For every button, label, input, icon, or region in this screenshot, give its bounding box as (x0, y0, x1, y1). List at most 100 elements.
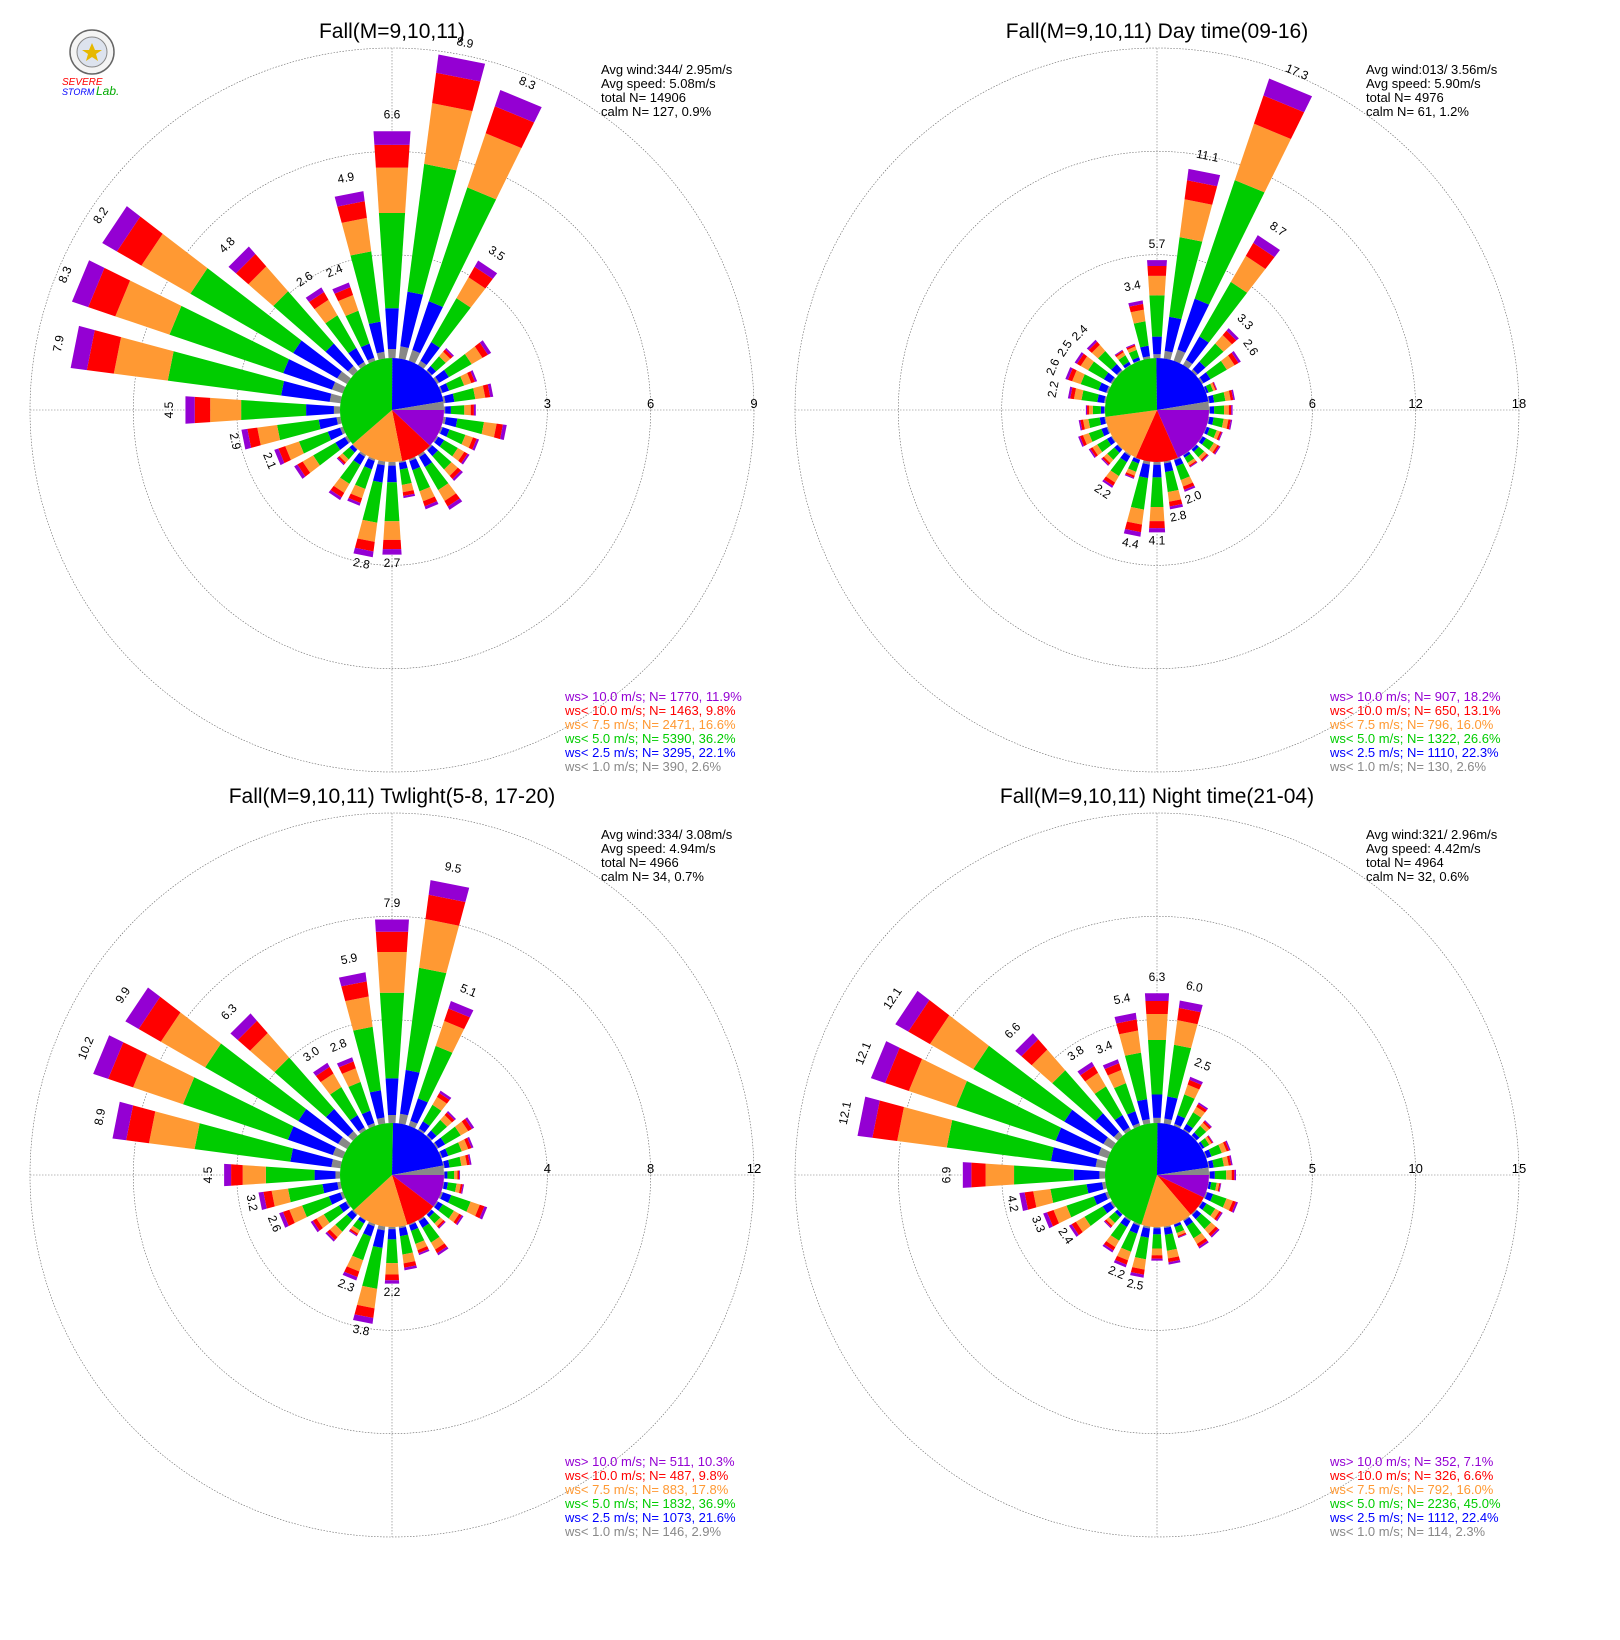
rose-bar-segment (1088, 341, 1100, 353)
bar-value-label: 4.2 (1005, 1194, 1022, 1213)
rose-bar-segment (465, 1117, 475, 1129)
rose-bar-segment (400, 291, 424, 348)
rose-bar-segment (347, 497, 361, 506)
bar-value-label: 3.8 (352, 1322, 371, 1339)
stat-avg-speed: Avg speed: 5.90m/s (1366, 76, 1481, 91)
rose-bar-segment (1166, 1248, 1179, 1259)
rose-bar-segment (353, 547, 374, 558)
rose-bar-segment (372, 1229, 385, 1248)
rose-bar-segment (1198, 436, 1207, 445)
rose-bar-segment (1226, 328, 1239, 341)
rose-bar-segment (436, 1093, 450, 1104)
legend-entry: ws< 5.0 m/s; N= 2236, 45.0% (1329, 1496, 1501, 1511)
rose-bar-segment (1090, 447, 1098, 458)
pie-slice (392, 401, 444, 410)
rose-bar-segment (1204, 385, 1209, 394)
rose-bar-segment (1068, 1224, 1079, 1237)
rose-bar-segment (340, 1191, 346, 1200)
rose-bar-segment (1202, 1121, 1211, 1130)
rose-bar-segment (125, 987, 161, 1030)
rose-bar-segment (1129, 1223, 1140, 1234)
logo-line3: Lab. (96, 84, 119, 98)
rose-bar-segment (438, 1221, 446, 1229)
rose-bar-segment (1052, 1070, 1103, 1121)
rose-bar-segment (1163, 1225, 1171, 1229)
rose-bar-segment (1126, 468, 1137, 476)
rose-bar-segment (448, 1210, 460, 1223)
ring-tick-label: 15 (1512, 1161, 1526, 1176)
rose-bar-segment (402, 1252, 416, 1264)
bar-value-label: 4.5 (162, 401, 176, 418)
rose-bar-segment (1173, 456, 1181, 461)
rose-bar-segment (1210, 1208, 1220, 1219)
bar-value-label: 2.8 (352, 555, 371, 572)
rose-bar-segment (1103, 1241, 1116, 1251)
pie-slice (1105, 410, 1157, 458)
rose-bar-segment (439, 1090, 452, 1100)
rose-bar-segment (282, 1209, 295, 1227)
rose-bar-segment (435, 369, 449, 383)
rose-bar-segment (342, 447, 355, 460)
rose-bar-segment (258, 1191, 267, 1210)
rose-bar-segment (1165, 470, 1179, 493)
bar-value-label: 12.1 (836, 1100, 854, 1126)
rose-bar-segment (1071, 1221, 1083, 1236)
rose-bar-segment (1192, 361, 1206, 375)
pie-slice (1135, 410, 1178, 462)
rose-bar-segment (1151, 1248, 1163, 1256)
rose-bar-segment (1168, 499, 1183, 507)
rose-bar-segment (1196, 1238, 1208, 1247)
rose-bar-segment (337, 456, 346, 465)
rose-bar-segment (1218, 1183, 1222, 1192)
legend-entry: ws< 1.0 m/s; N= 130, 2.6% (1329, 759, 1487, 774)
rose-bar-segment (1212, 392, 1226, 403)
rose-bar-segment (410, 1098, 428, 1124)
rose-bar-segment (1102, 1244, 1114, 1253)
rose-bar-segment (448, 1195, 471, 1212)
rose-bar-segment (1152, 1234, 1162, 1249)
rose-bar-segment (1073, 388, 1084, 401)
pie-slice (1156, 358, 1209, 410)
rose-bar-segment (466, 1201, 480, 1217)
rose-bar-segment (194, 1123, 293, 1162)
rose-bar-segment (342, 1068, 361, 1087)
rose-bar-segment (1209, 442, 1218, 453)
rose-bar-segment (1113, 1259, 1127, 1268)
rose-bar-segment (385, 1078, 399, 1115)
rose-bar-segment (1021, 1039, 1048, 1066)
rose-bar-segment (442, 416, 447, 425)
legend-entry: ws< 2.5 m/s; N= 1110, 22.3% (1329, 745, 1499, 760)
rose-bar-segment (430, 356, 446, 372)
rose-bar-segment (1200, 1138, 1210, 1148)
stat-avg-wind: Avg wind:344/ 2.95m/s (601, 62, 733, 77)
rose-bar-segment (408, 456, 416, 462)
rose-bar-segment (375, 919, 409, 932)
rose-bar-segment (870, 1041, 900, 1083)
panel-title: Fall(M=9,10,11) Twlight(5-8, 17-20) (229, 785, 556, 808)
rose-bar-segment (1097, 438, 1112, 453)
rose-bar-segment (1177, 1232, 1187, 1238)
ring-tick-label: 3 (544, 396, 551, 411)
rose-bar-segment (1226, 1170, 1232, 1180)
rose-bar-segment (465, 1154, 470, 1166)
rose-bar-segment (1208, 1160, 1214, 1169)
rose-bar-segment (1194, 180, 1265, 305)
rose-bar-segment (473, 404, 476, 416)
bar-value-label: 3.3 (1234, 311, 1256, 333)
rose-bar-segment (310, 1220, 320, 1233)
rose-bar-segment (367, 1221, 376, 1227)
rose-bar-segment (302, 1196, 333, 1218)
stat-calm: calm N= 32, 0.6% (1366, 869, 1469, 884)
rose-bar-segment (481, 422, 497, 438)
rose-bar-segment (377, 952, 407, 993)
rose-bar-segment (437, 1220, 445, 1228)
rose-bar-segment (1234, 123, 1291, 193)
rose-bar-segment (962, 1162, 972, 1188)
rose-bar-segment (1204, 1136, 1212, 1145)
rose-bar-segment (426, 1134, 433, 1141)
bar-value-label: 2.9 (227, 432, 244, 451)
rose-bar-segment (1088, 448, 1096, 459)
rose-bar-segment (453, 1213, 462, 1225)
rose-bar-segment (341, 981, 369, 1002)
rose-bar-segment (210, 397, 242, 423)
